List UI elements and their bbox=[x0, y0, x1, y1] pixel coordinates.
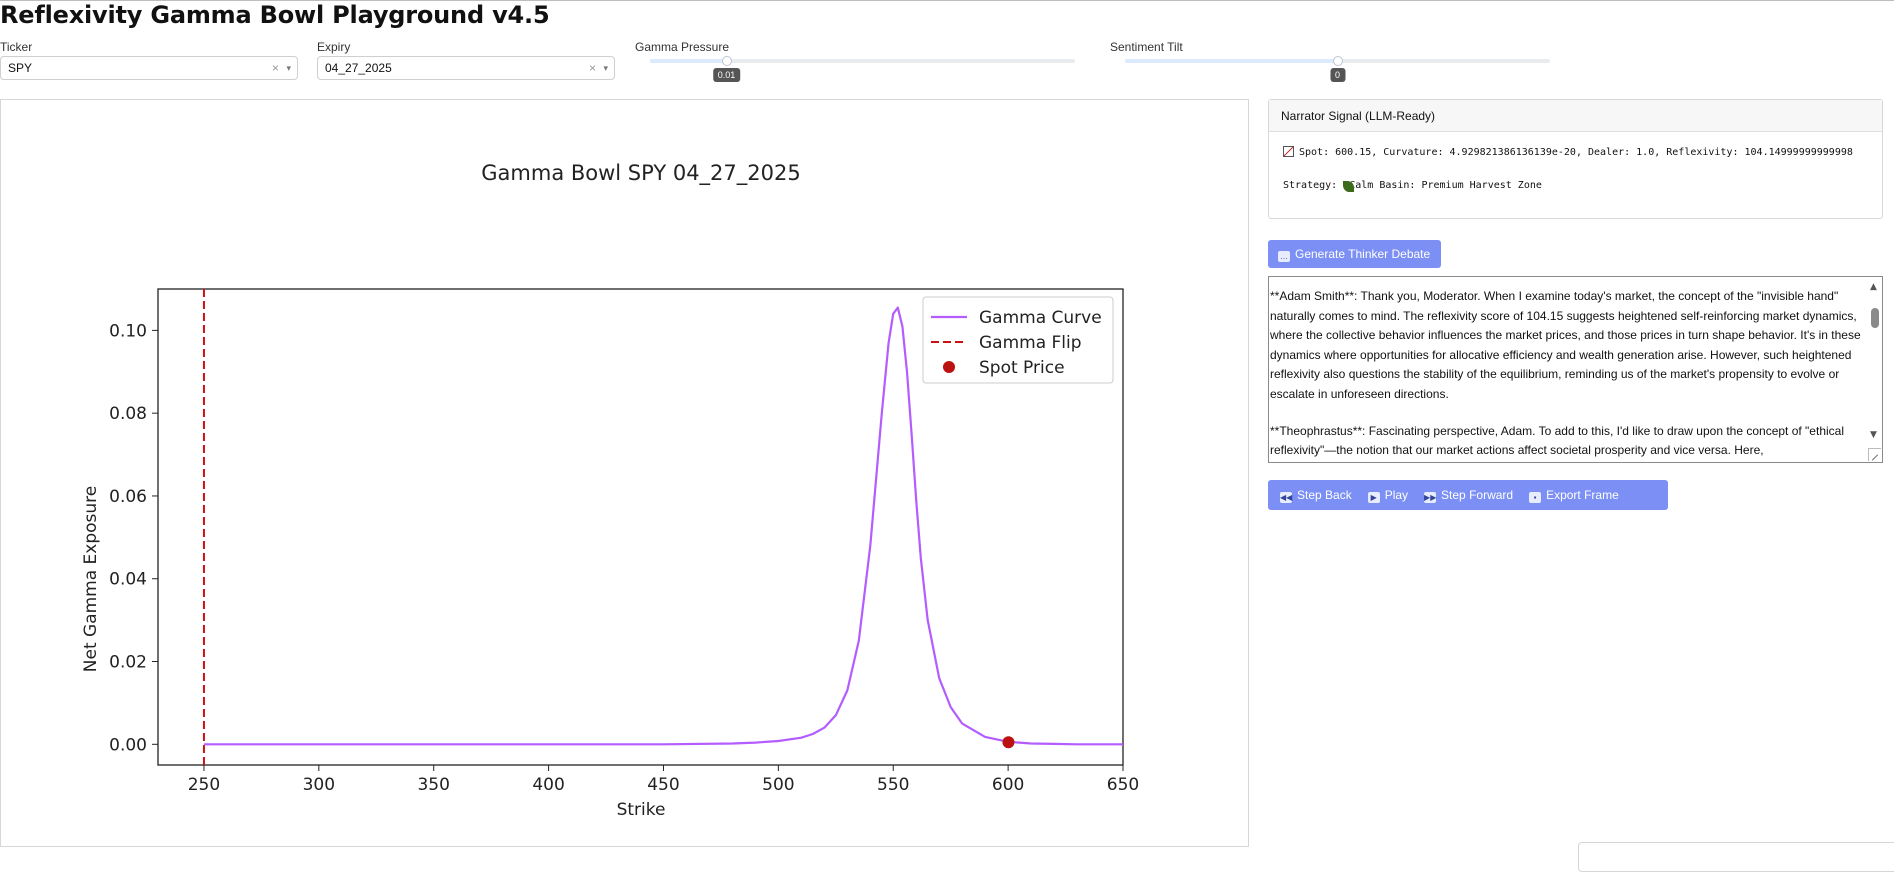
ticker-dropdown[interactable]: SPY × ▾ bbox=[0, 56, 298, 80]
x-tick-label: 400 bbox=[532, 775, 564, 795]
expiry-label: Expiry bbox=[317, 40, 351, 54]
debate-paragraph: **Adam Smith**: Thank you, Moderator. Wh… bbox=[1270, 289, 1861, 401]
chevron-down-icon[interactable]: ▾ bbox=[603, 63, 608, 73]
chevron-down-icon[interactable]: ▾ bbox=[286, 63, 291, 73]
x-tick-label: 350 bbox=[417, 775, 449, 795]
slider-track bbox=[650, 59, 727, 63]
x-tick-label: 450 bbox=[647, 775, 679, 795]
gamma-bowl-chart: Gamma Bowl SPY 04_27_2025 Strike Net Gam… bbox=[81, 161, 1139, 820]
x-axis-label: Strike bbox=[617, 800, 666, 820]
ticker-label: Ticker bbox=[0, 40, 33, 54]
fast-forward-icon: ▶▶ bbox=[1424, 492, 1437, 503]
debate-textarea[interactable]: **Adam Smith**: Thank you, Moderator. Wh… bbox=[1268, 276, 1883, 463]
legend-label: Gamma Flip bbox=[979, 333, 1082, 353]
gamma-pressure-label: Gamma Pressure bbox=[635, 40, 730, 54]
x-tick-label: 300 bbox=[303, 775, 335, 795]
expiry-value: 04_27_2025 bbox=[325, 61, 392, 75]
y-axis-label: Net Gamma Exposure bbox=[81, 486, 101, 672]
leaf-icon bbox=[1343, 181, 1354, 192]
chart-icon bbox=[1283, 146, 1294, 157]
y-tick-label: 0.10 bbox=[109, 321, 147, 341]
slider-track bbox=[1125, 59, 1338, 63]
playback-controls: ◀◀ Step Back ▶ Play ▶▶ Step Forward ▪ Export Fr… bbox=[1268, 480, 1668, 510]
scrollbar-thumb[interactable] bbox=[1871, 308, 1879, 328]
gamma-curve-line bbox=[204, 306, 1123, 746]
toolbar-widget[interactable] bbox=[1578, 842, 1894, 872]
debate-text: **Adam Smith**: Thank you, Moderator. Wh… bbox=[1270, 287, 1864, 462]
narrator-signal-card: Narrator Signal (LLM-Ready) Spot: 600.15… bbox=[1268, 99, 1883, 219]
step-back-button[interactable]: ◀◀ Step Back bbox=[1280, 488, 1352, 503]
slider-rail bbox=[650, 59, 1075, 63]
x-tick-label: 250 bbox=[188, 775, 220, 795]
x-tick-label: 550 bbox=[877, 775, 909, 795]
play-icon: ▶ bbox=[1367, 492, 1380, 503]
sentiment-tilt-label: Sentiment Tilt bbox=[1110, 40, 1183, 54]
page-title: Reflexivity Gamma Bowl Playground v4.5 bbox=[0, 1, 550, 29]
slider-value-badge: 0.01 bbox=[712, 68, 741, 82]
slider-handle[interactable] bbox=[1332, 56, 1343, 66]
clear-icon[interactable]: × bbox=[271, 61, 279, 75]
expiry-dropdown[interactable]: 04_27_2025 × ▾ bbox=[317, 56, 615, 80]
legend-swatch-spot-price bbox=[943, 361, 955, 373]
y-tick-label: 0.04 bbox=[109, 570, 147, 590]
sentiment-tilt-slider[interactable]: 0 bbox=[1125, 52, 1550, 82]
x-tick-label: 500 bbox=[762, 775, 794, 795]
narrator-strategy-line: Strategy: Calm Basin: Premium Harvest Zo… bbox=[1283, 180, 1542, 192]
spot-price-point bbox=[1002, 736, 1015, 749]
scroll-down-icon[interactable]: ▼ bbox=[1870, 430, 1877, 440]
y-tick-label: 0.06 bbox=[109, 487, 147, 507]
resize-handle-icon[interactable] bbox=[1868, 448, 1881, 461]
legend-box bbox=[922, 296, 1114, 384]
slider-value-badge: 0 bbox=[1329, 68, 1346, 82]
legend-label: Spot Price bbox=[979, 358, 1065, 378]
clear-icon[interactable]: × bbox=[588, 61, 596, 75]
play-button[interactable]: ▶ Play bbox=[1360, 480, 1416, 510]
export-frame-button[interactable]: ▪ Export Frame bbox=[1521, 480, 1627, 510]
slider-handle[interactable] bbox=[721, 56, 732, 66]
gamma-bowl-graph[interactable]: Gamma Bowl SPY 04_27_2025 Strike Net Gam… bbox=[0, 99, 1249, 847]
top-border bbox=[0, 0, 1894, 1]
y-tick-label: 0.08 bbox=[109, 404, 147, 424]
ticker-value: SPY bbox=[8, 61, 33, 75]
narrator-header: Narrator Signal (LLM-Ready) bbox=[1269, 100, 1882, 132]
debate-paragraph: **Theophrastus**: Fascinating perspectiv… bbox=[1270, 423, 1844, 458]
generate-thinker-debate-button[interactable]: … Generate Thinker Debate bbox=[1268, 240, 1442, 268]
x-tick-label: 650 bbox=[1107, 775, 1139, 795]
gamma-pressure-slider[interactable]: 0.01 bbox=[650, 52, 1075, 82]
scroll-up-icon[interactable]: ▲ bbox=[1870, 282, 1877, 292]
legend-label: Gamma Curve bbox=[979, 308, 1102, 328]
step-forward-button[interactable]: ▶▶ Step Forward bbox=[1424, 488, 1514, 503]
rewind-icon: ◀◀ bbox=[1280, 492, 1293, 503]
speech-bubble-icon: … bbox=[1278, 251, 1290, 262]
x-tick-label: 600 bbox=[992, 775, 1024, 795]
plot-frame bbox=[157, 288, 1124, 766]
scrollbar[interactable]: ▲ ▼ bbox=[1867, 277, 1882, 462]
narrator-signal-line: Spot: 600.15, Curvature: 4.9298213861361… bbox=[1283, 146, 1853, 158]
y-tick-label: 0.02 bbox=[109, 653, 147, 673]
save-icon: ▪ bbox=[1529, 492, 1542, 503]
y-tick-label: 0.00 bbox=[109, 735, 147, 755]
chart-title: Gamma Bowl SPY 04_27_2025 bbox=[481, 161, 800, 186]
